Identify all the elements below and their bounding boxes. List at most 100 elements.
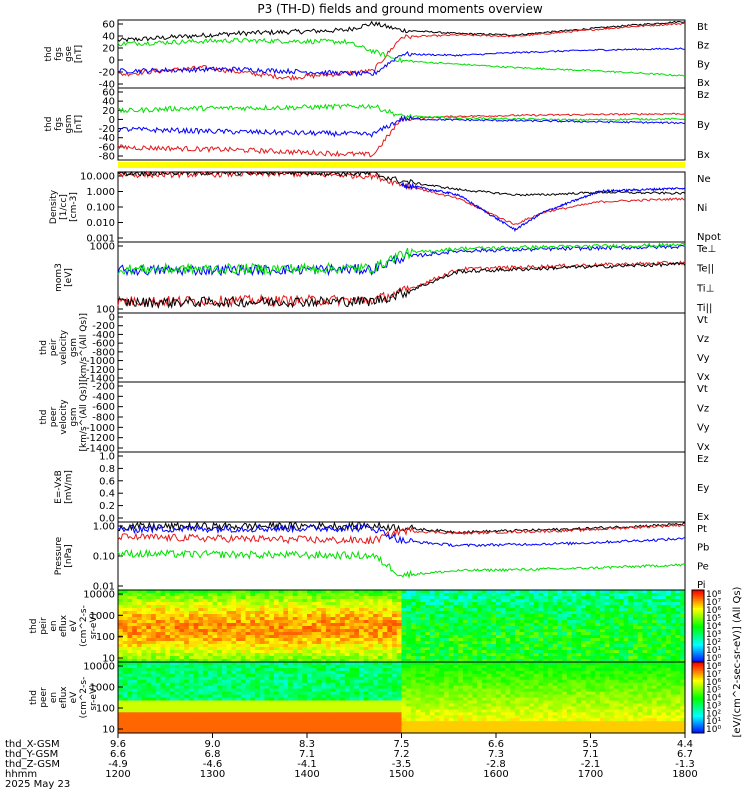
spectrogram-cell	[311, 623, 317, 627]
spectrogram-cell	[401, 620, 407, 624]
spectrogram-cell	[198, 617, 204, 621]
spectrogram-cell	[127, 653, 133, 657]
y-axis-label: Pressure	[54, 536, 64, 575]
spectrogram-cell	[250, 614, 256, 618]
spectrogram-cell	[491, 706, 497, 710]
spectrogram-cell	[448, 608, 454, 612]
spectrogram-cell	[193, 599, 199, 603]
spectrogram-cell	[354, 659, 360, 663]
spectrogram-cell	[349, 629, 355, 633]
spectrogram-cell	[467, 590, 473, 594]
spectrogram-cell	[146, 620, 152, 624]
spectrogram-cell	[444, 721, 450, 725]
spectrogram-cell	[415, 664, 421, 669]
spectrogram-cell	[590, 656, 596, 660]
spectrogram-cell	[174, 673, 180, 678]
spectrogram-cell	[420, 730, 426, 734]
spectrogram-cell	[429, 611, 435, 615]
spectrogram-cell	[127, 706, 133, 710]
spectrogram-cell	[141, 620, 147, 624]
spectrogram-cell	[595, 596, 601, 600]
spectrogram-cell	[217, 596, 223, 600]
spectrogram-cell	[269, 647, 275, 651]
spectrogram-cell	[316, 676, 322, 681]
spectrogram-cell	[193, 730, 199, 734]
spectrogram-cell	[382, 691, 388, 695]
spectrogram-cell	[169, 700, 176, 704]
spectrogram-cell	[321, 656, 327, 660]
spectrogram-cell	[458, 626, 464, 630]
spectrogram-cell	[226, 656, 232, 660]
spectrogram-cell	[132, 602, 138, 606]
spectrogram-cell	[429, 715, 435, 719]
spectrogram-cell	[566, 611, 573, 615]
spectrogram-cell	[373, 682, 379, 687]
legend-entry: Pe	[697, 561, 709, 572]
spectrogram-cell	[217, 688, 223, 692]
spectrogram-cell	[529, 614, 535, 618]
spectrogram-cell	[136, 700, 143, 704]
spectrogram-cell	[439, 632, 445, 636]
spectrogram-cell	[599, 641, 606, 645]
spectrogram-cell	[278, 638, 284, 642]
spectrogram-cell	[410, 688, 417, 692]
spectrogram-cell	[529, 617, 535, 621]
spectrogram-cell	[387, 635, 393, 639]
spectrogram-cell	[146, 608, 152, 612]
spectrogram-cell	[358, 614, 365, 618]
spectrogram-cell	[165, 659, 171, 663]
spectrogram-cell	[245, 709, 251, 713]
spectrogram-cell	[538, 656, 544, 660]
spectrogram-cell	[656, 623, 662, 627]
spectrogram-cell	[264, 688, 270, 692]
spectrogram-cell	[288, 593, 294, 597]
spectrogram-cell	[458, 730, 464, 734]
spectrogram-cell	[325, 706, 332, 710]
spectrogram-cell	[680, 593, 686, 597]
spectrogram-cell	[581, 653, 587, 657]
spectrogram-cell	[444, 694, 450, 698]
spectrogram-cell	[533, 602, 539, 606]
spectrogram-cell	[444, 605, 450, 609]
spectrogram-cell	[236, 673, 242, 678]
spectrogram-cell	[392, 703, 398, 707]
spectrogram-cell	[169, 623, 176, 627]
spectrogram-cell	[127, 685, 133, 690]
spectrogram-cell	[467, 664, 473, 669]
spectrogram-cell	[226, 724, 232, 728]
spectrogram-cell	[448, 685, 454, 690]
spectrogram-cell	[212, 608, 218, 612]
spectrogram-cell	[396, 590, 402, 594]
spectrogram-cell	[595, 614, 601, 618]
spectrogram-cell	[623, 632, 629, 636]
spectrogram-cell	[486, 656, 492, 660]
spectrogram-cell	[585, 656, 591, 660]
spectrogram-cell	[269, 611, 275, 615]
spectrogram-cell	[349, 706, 355, 710]
spectrogram-cell	[141, 614, 147, 618]
spectrogram-cell	[259, 730, 265, 734]
spectrogram-cell	[481, 730, 487, 734]
spectrogram-cell	[524, 611, 530, 615]
spectrogram-cell	[363, 611, 369, 615]
spectrogram-cell	[590, 602, 596, 606]
spectrogram-cell	[207, 718, 213, 722]
spectrogram-cell	[448, 623, 454, 627]
spectrogram-cell	[283, 656, 289, 660]
spectrogram-cell	[283, 596, 289, 600]
spectrogram-cell	[524, 614, 530, 618]
spectrogram-cell	[675, 626, 681, 630]
spectrogram-cell	[472, 727, 478, 731]
spectrogram-cell	[259, 709, 265, 713]
spectrogram-cell	[335, 670, 341, 675]
spectrogram-cell	[396, 632, 402, 636]
spectrogram-cell	[118, 691, 124, 695]
spectrogram-cell	[576, 641, 582, 645]
spectrogram-cell	[462, 632, 469, 636]
spectrogram-cell	[236, 709, 242, 713]
spectrogram-cell	[491, 697, 497, 701]
spectrogram-cell	[151, 629, 157, 633]
spectrogram-cell	[533, 596, 539, 600]
spectrogram-cell	[203, 662, 209, 666]
spectrogram-cell	[576, 623, 582, 627]
